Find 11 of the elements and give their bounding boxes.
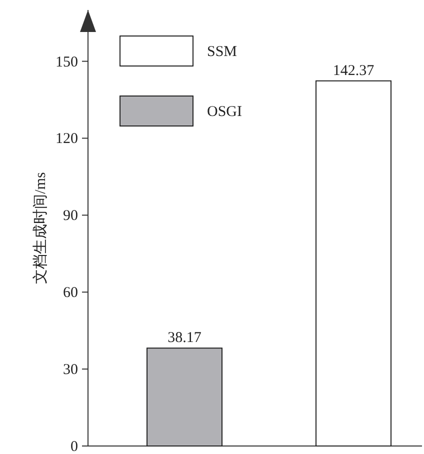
data-label: 38.17 (168, 330, 202, 346)
data-label: 142.37 (332, 62, 375, 79)
legend-label: SSM (207, 44, 238, 60)
y-tick-label: 0 (70, 439, 78, 454)
y-tick-label: 150 (56, 54, 78, 70)
y-axis-title: 文档生成时间/ms (32, 172, 49, 284)
y-tick-label: 90 (63, 208, 78, 224)
y-tick-label: 30 (63, 362, 78, 378)
y-tick-label: 60 (63, 285, 78, 302)
legend-label: OSGI (207, 104, 242, 120)
y-tick-label: 120 (56, 131, 78, 148)
